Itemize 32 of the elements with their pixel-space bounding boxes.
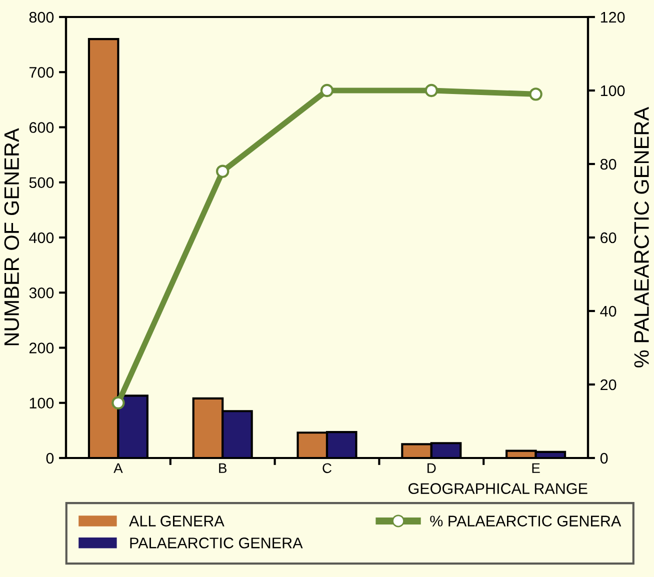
y-tick-label: 600 [29,122,54,133]
y2-tick-label: 0 [600,452,608,464]
y-tick-label: 200 [29,342,54,354]
y-tick-label: 0 [46,452,54,464]
y2-tick-label: 100 [600,85,625,96]
x-axis-title: GEOGRAPHICAL RANGE [408,483,588,494]
x-tick-label: D [428,463,436,473]
point [424,84,438,98]
y-tick-label: 700 [29,66,54,78]
y2-axis-title: % PALAEARCTIC GENERA [634,106,649,368]
y2-tick-label: 120 [600,12,625,23]
y2-tick-label: 40 [600,306,616,317]
y-tick-label: 800 [29,12,54,23]
legend-label: ALL GENERA [129,516,224,526]
x-tick-label: B [219,463,226,473]
y2-tick-label: 80 [600,158,616,170]
y-tick-label: 100 [30,398,54,409]
point [529,88,542,101]
x-tick-label: A [114,463,123,473]
point [216,164,230,178]
y-tick-label: 300 [29,287,54,298]
y-axis-title: NUMBER OF GENERA [4,128,20,346]
point [112,396,125,410]
x-tick-label: E [532,463,540,473]
point [320,84,334,98]
y2-tick-label: 60 [600,232,616,244]
y-tick-label: 500 [29,177,54,188]
y-tick-label: 400 [29,232,54,244]
legend-label: % PALAEARCTIC GENERA [430,516,622,526]
y2-tick-label: 20 [600,379,616,390]
legend-label: PALAEARCTIC GENERA [130,538,303,548]
x-tick-label: C [322,463,332,474]
